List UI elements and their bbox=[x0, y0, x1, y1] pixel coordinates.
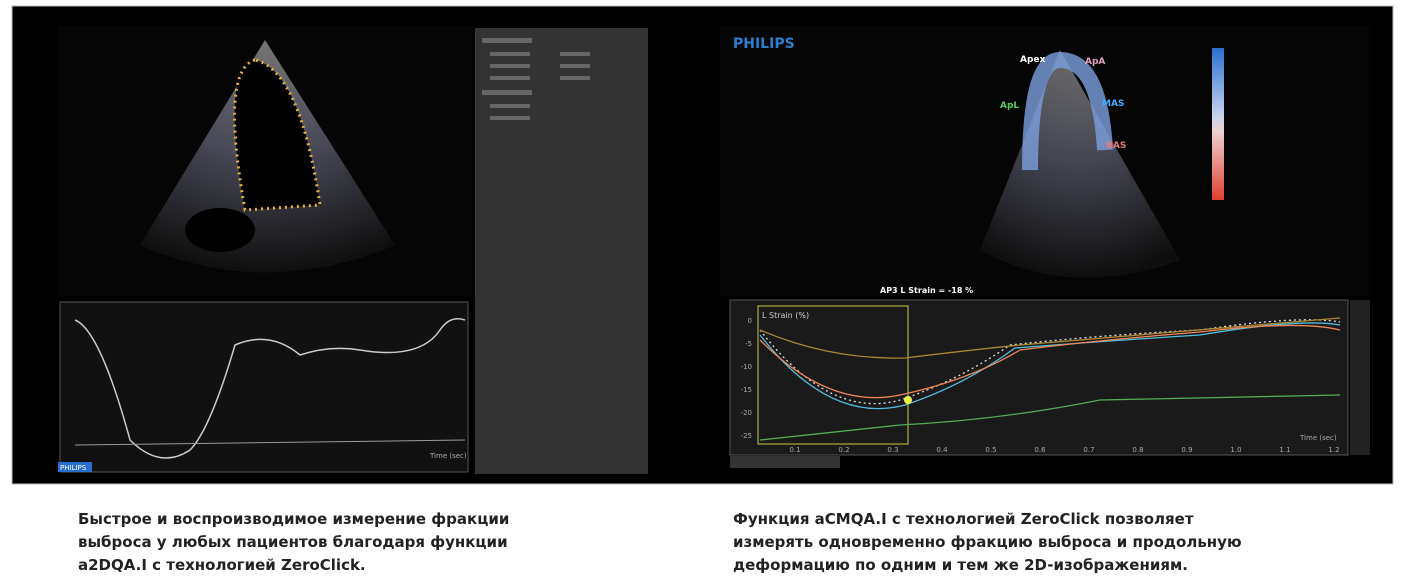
y-tick-label: -10 bbox=[741, 363, 752, 371]
segment-label: Apex bbox=[1020, 55, 1046, 65]
graph-title: L Strain (%) bbox=[762, 311, 809, 320]
x-tick-label: 0.9 bbox=[1181, 446, 1192, 454]
x-tick-label: 1.0 bbox=[1230, 446, 1241, 454]
y-tick-label: -15 bbox=[741, 386, 752, 394]
brand: PHILIPS bbox=[733, 36, 795, 52]
caption-line: Функция aCMQA.I с технологией ZeroClick … bbox=[733, 510, 1194, 528]
segment-label: ApL bbox=[1000, 101, 1019, 111]
caption: Функция aCMQA.I с технологией ZeroClick … bbox=[733, 508, 1242, 577]
x-tick-label: 0.4 bbox=[936, 446, 948, 454]
segment-label: BAS bbox=[1106, 141, 1126, 151]
x-tick-label: 0.1 bbox=[789, 446, 800, 454]
cursor-box bbox=[757, 305, 909, 445]
brand: PHILIPS bbox=[60, 464, 87, 472]
y-tick-label: -25 bbox=[741, 432, 752, 440]
x-tick-label: 0.7 bbox=[1083, 446, 1094, 454]
x-tick-label: 1.1 bbox=[1279, 446, 1290, 454]
caption-line: a2DQA.I с технологией ZeroClick. bbox=[78, 556, 366, 574]
strain-curve bbox=[759, 317, 1341, 359]
strain-curve bbox=[759, 319, 1341, 405]
echo-fan bbox=[980, 50, 1180, 278]
caption-line: выброса у любых пациентов благодаря функ… bbox=[78, 533, 508, 551]
caption-line: деформацию по одним и тем же 2D-изображе… bbox=[733, 556, 1188, 574]
lv-trace bbox=[233, 58, 322, 212]
measure-panel bbox=[475, 28, 648, 474]
caption: Быстрое и воспроизводимое измерение фрак… bbox=[78, 508, 509, 577]
x-tick-label: 0.3 bbox=[887, 446, 898, 454]
cavity bbox=[185, 208, 255, 252]
ef-base bbox=[74, 439, 466, 446]
ef-curve bbox=[74, 318, 466, 459]
segment-label: ApA bbox=[1085, 57, 1105, 67]
axis-label: Time (sec) bbox=[1299, 434, 1337, 442]
x-tick-label: 1.2 bbox=[1328, 446, 1339, 454]
segment-label: MAS bbox=[1102, 99, 1124, 109]
caption-line: Быстрое и воспроизводимое измерение фрак… bbox=[78, 510, 510, 528]
y-tick-label: 0 bbox=[748, 317, 752, 325]
axis-label: Time (sec) bbox=[429, 452, 467, 460]
legend-bar bbox=[730, 456, 840, 468]
image-strip: PHILIPS Time (sec) PHILIPS Apex ApA ApL … bbox=[11, 5, 1394, 485]
x-tick-label: 0.6 bbox=[1034, 446, 1046, 454]
y-tick-label: -20 bbox=[741, 409, 752, 417]
x-tick-label: 0.5 bbox=[985, 446, 996, 454]
strain-overlay bbox=[1022, 51, 1113, 171]
brand-badge bbox=[58, 462, 92, 472]
strain-curve bbox=[759, 394, 1341, 441]
y-tick-label: -5 bbox=[745, 340, 752, 348]
marker bbox=[904, 396, 912, 404]
strain-curve bbox=[759, 324, 1341, 399]
color-bar bbox=[1212, 48, 1224, 200]
ef-graph bbox=[59, 301, 469, 473]
toolbar bbox=[1350, 300, 1370, 455]
x-tick-label: 0.8 bbox=[1132, 446, 1143, 454]
x-tick-label: 0.2 bbox=[838, 446, 849, 454]
caption-line: измерять одновременно фракцию выброса и … bbox=[733, 533, 1242, 551]
strain-readout: AP3 L Strain = -18 % bbox=[880, 286, 973, 295]
